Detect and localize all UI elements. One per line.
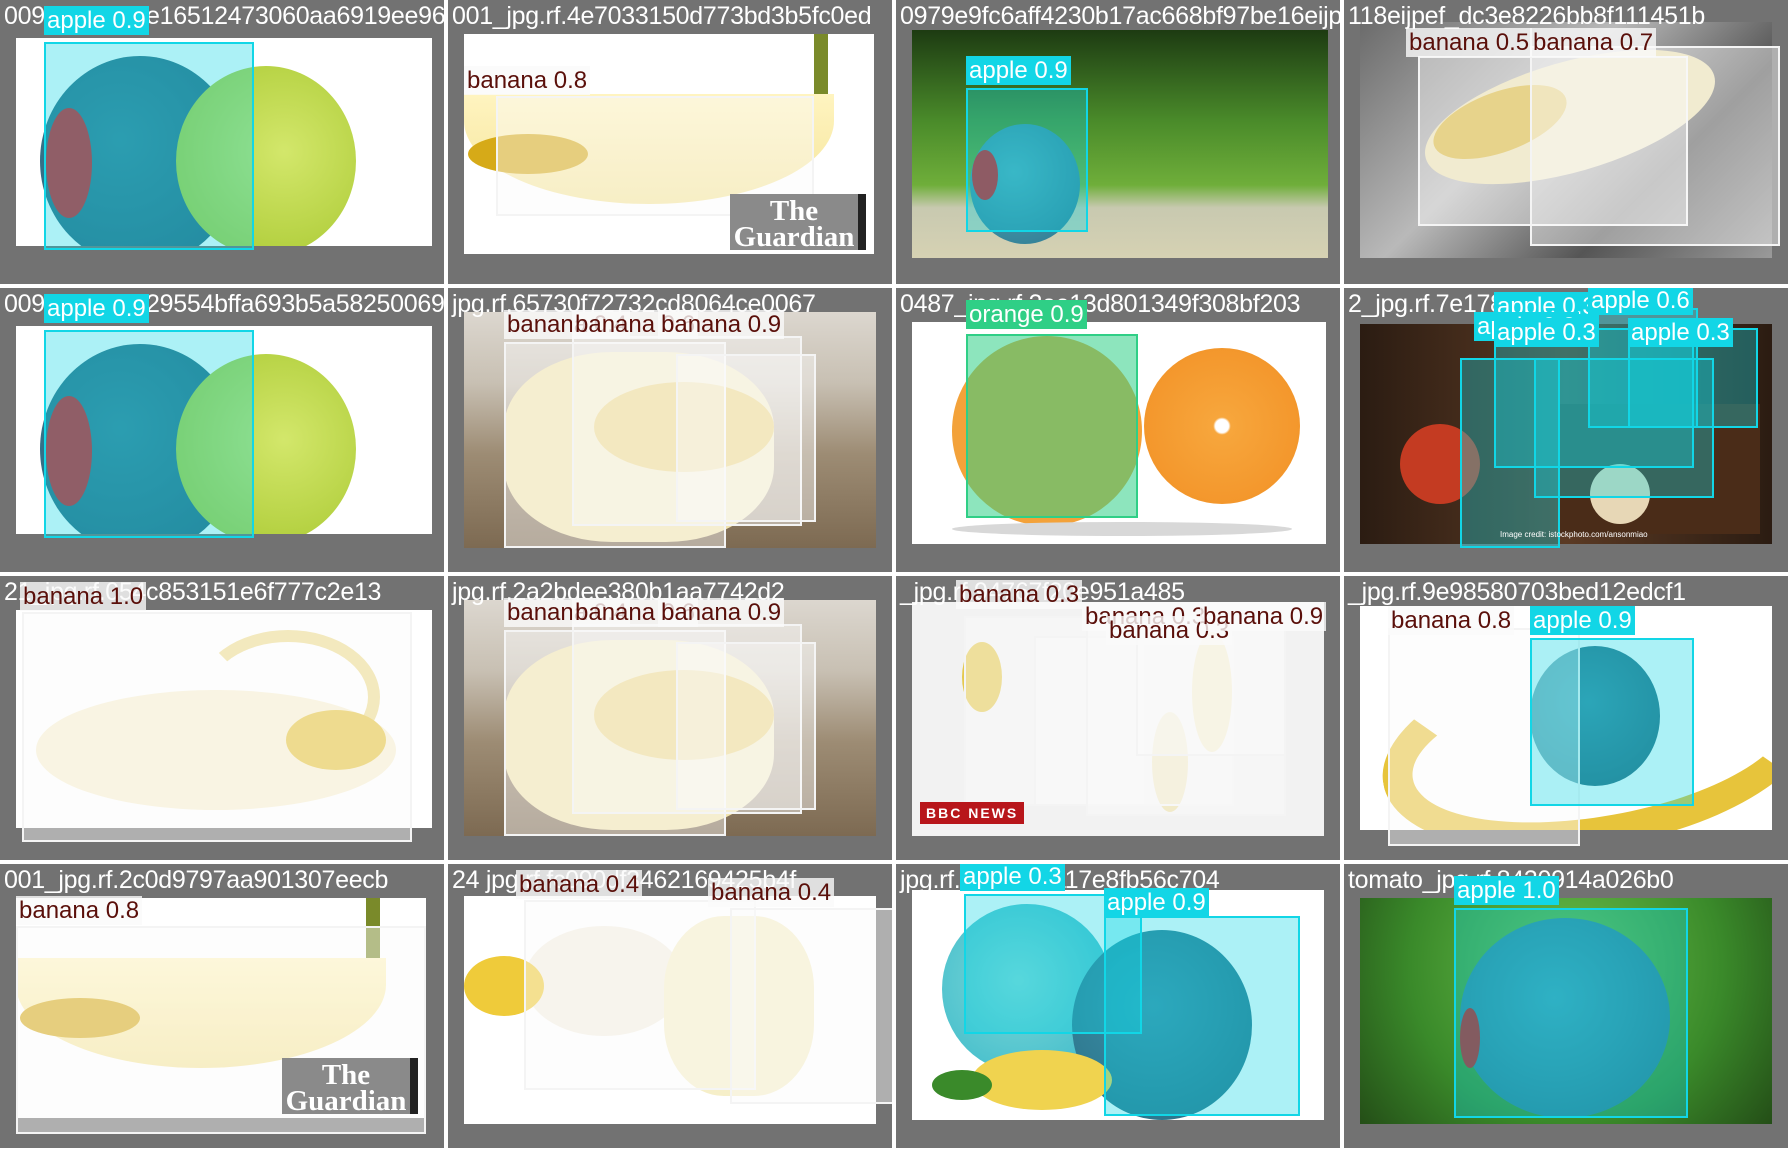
detection-tile[interactable]: The Guardian 001_jpg.rf.2c0d9797aa901307e… bbox=[0, 864, 444, 1148]
detection-label: banana 0.4 bbox=[708, 878, 835, 907]
detection-box[interactable] bbox=[1086, 616, 1286, 816]
fruit-photo bbox=[16, 898, 426, 1118]
detection-tile[interactable]: 24 jpg.rf.fc090df3462169425b4fbanana 0.4… bbox=[448, 864, 892, 1148]
detection-box[interactable] bbox=[1530, 46, 1780, 246]
tile-filename: _jpg.rf.9e98580703bed12edcf1 bbox=[1348, 578, 1686, 606]
detection-label: banana 0.7 bbox=[1530, 28, 1657, 57]
tile-filename: 0487_jpg.rf.2ee13d801349f308bf203 bbox=[900, 290, 1301, 318]
detection-tile[interactable]: The Guardian 001_jpg.rf.4e7033150d773bd3b… bbox=[448, 0, 892, 284]
guardian-logo: The Guardian bbox=[282, 1058, 418, 1116]
detection-label: apple 0.9 bbox=[966, 56, 1071, 85]
detection-label: banana 1.0 bbox=[20, 582, 147, 611]
detection-label: banana 0.9 bbox=[1200, 602, 1327, 631]
detection-box[interactable] bbox=[676, 354, 816, 522]
detection-label: apple 0.9 bbox=[1104, 888, 1209, 917]
detection-label: apple 1.0 bbox=[1454, 876, 1559, 905]
detection-label: apple 0.9 bbox=[44, 294, 149, 323]
detection-box[interactable] bbox=[1494, 328, 1694, 468]
detection-label: banana 0.8 bbox=[1388, 606, 1515, 635]
detection-box[interactable] bbox=[1454, 908, 1688, 1118]
detection-tile[interactable]: 0979e9fc6aff4230b17ac668bf97be16eijp appl… bbox=[896, 0, 1340, 284]
detection-box[interactable] bbox=[676, 642, 816, 810]
detection-label: orange 0.9 bbox=[966, 300, 1087, 329]
detection-label: banana 0.9 bbox=[658, 310, 785, 339]
fruit-photo bbox=[1360, 22, 1772, 258]
detection-box[interactable] bbox=[44, 42, 254, 250]
detection-label: apple 0.3 bbox=[960, 864, 1065, 891]
fruit-photo bbox=[16, 610, 432, 828]
tile-filename: 118eijpef_dc3e8226bb8f111451b bbox=[1348, 2, 1705, 30]
guardian-logo: The Guardian bbox=[730, 194, 866, 252]
fruit-photo bbox=[464, 896, 876, 1124]
fruit-photo bbox=[464, 34, 874, 254]
detection-tile[interactable]: _jpg.rf.9e98580703bed12edcf1 banana 0.8 ap… bbox=[1344, 576, 1788, 860]
detection-box[interactable] bbox=[964, 616, 1144, 806]
detection-label: apple 0.3 bbox=[1494, 318, 1599, 347]
detection-tile[interactable]: 0096_jpg.rf.229554bffa693b5a58250069 appl… bbox=[0, 288, 444, 572]
detection-label: apple 0.9 bbox=[44, 6, 149, 35]
detection-label: banana 0.5 bbox=[1406, 28, 1533, 57]
detection-tile[interactable]: BBC NEWS_jpg.rf.94767f20e951a485banana 0… bbox=[896, 576, 1340, 860]
detection-label: banana 0.8 bbox=[464, 66, 591, 95]
detection-box[interactable] bbox=[1418, 56, 1688, 226]
fruit-photo bbox=[464, 312, 876, 548]
fruit-photo bbox=[16, 326, 432, 534]
detection-box[interactable] bbox=[572, 336, 802, 526]
detection-label: apple 0.3 bbox=[1628, 318, 1733, 347]
tile-filename: 0979e9fc6aff4230b17ac668bf97be16eijp bbox=[900, 2, 1340, 30]
detection-tile[interactable]: jpg.rf.ceb9c12117e8fb56c704apple 0.3appl… bbox=[896, 864, 1340, 1148]
detection-label: banana 0.4 bbox=[516, 870, 643, 899]
fruit-photo bbox=[1360, 898, 1772, 1124]
tile-filename: 001_jpg.rf.2c0d9797aa901307eecb bbox=[4, 866, 389, 894]
fruit-photo bbox=[1360, 606, 1772, 830]
detection-tile[interactable]: tomato_jpg.rf.8430914a026b0apple 1.0 bbox=[1344, 864, 1788, 1148]
detection-box[interactable] bbox=[730, 908, 892, 1104]
detection-box[interactable] bbox=[966, 334, 1138, 518]
detection-box[interactable] bbox=[1530, 638, 1694, 806]
detection-tile[interactable]: jpg.rf.65730f72732cd8064ce0067 banana 0.4… bbox=[448, 288, 892, 572]
detection-label: banana 0.9 bbox=[658, 598, 785, 627]
fruit-photo bbox=[16, 38, 432, 246]
detection-box[interactable] bbox=[1534, 358, 1714, 498]
fruit-photo bbox=[464, 600, 876, 836]
detection-tile[interactable]: Image credit: istockphoto.com/ansonmiao 2… bbox=[1344, 288, 1788, 572]
image-credit-text: Image credit: istockphoto.com/ansonmiao bbox=[1500, 530, 1648, 539]
detection-label: apple 0.6 bbox=[1588, 288, 1693, 315]
detection-box[interactable] bbox=[1104, 916, 1300, 1116]
detection-box[interactable] bbox=[22, 612, 412, 842]
detection-box[interactable] bbox=[504, 342, 726, 548]
detection-tile[interactable]: 21_jpg.rf.054c853151e6f777c2e13 banana 1.… bbox=[0, 576, 444, 860]
bbc-news-logo: BBC NEWS bbox=[920, 802, 1025, 824]
detection-tile[interactable]: 0487_jpg.rf.2ee13d801349f308bf203 orange … bbox=[896, 288, 1340, 572]
detection-box[interactable] bbox=[1034, 636, 1234, 806]
fruit-photo bbox=[1360, 324, 1772, 544]
detection-tile[interactable]: jpg.rf.2a2bdee380b1aa7742d2 banana 0.4 ban… bbox=[448, 576, 892, 860]
detection-label: banana 0.3 bbox=[956, 580, 1083, 609]
detection-box[interactable] bbox=[524, 900, 756, 1090]
detection-tile[interactable]: 0096_jpg.rf.1e16512473060aa6919ee96 apple… bbox=[0, 0, 444, 284]
fruit-photo bbox=[912, 890, 1324, 1120]
detection-label: apple 0.9 bbox=[1530, 606, 1635, 635]
detection-box[interactable] bbox=[44, 330, 254, 538]
detection-tile[interactable]: 118eijpef_dc3e8226bb8f111451b banana 0.5 b… bbox=[1344, 0, 1788, 284]
detection-box[interactable] bbox=[1460, 358, 1560, 548]
detection-label: banana 0.8 bbox=[16, 896, 143, 925]
detection-box[interactable] bbox=[966, 88, 1088, 232]
detection-box[interactable] bbox=[504, 630, 726, 836]
tile-filename: 001_jpg.rf.4e7033150d773bd3b5fc0ed bbox=[452, 2, 872, 30]
